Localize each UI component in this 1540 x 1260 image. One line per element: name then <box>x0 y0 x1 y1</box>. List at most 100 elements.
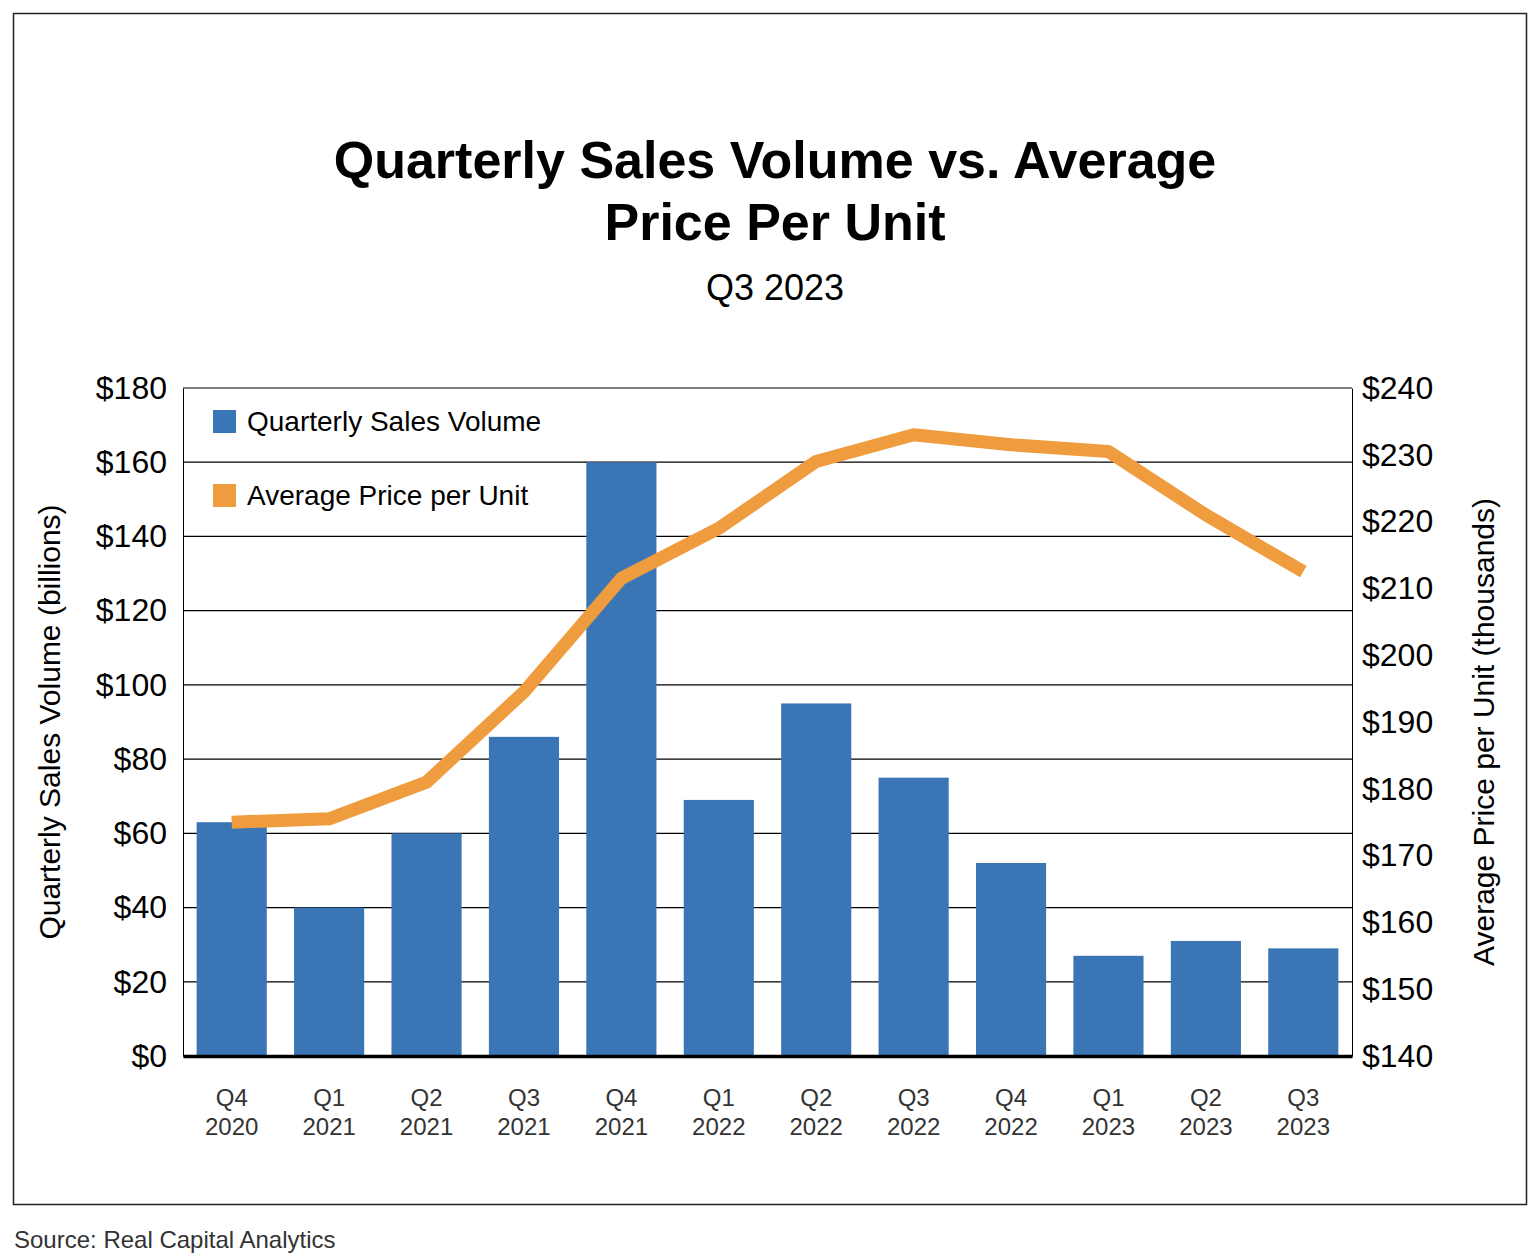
grid <box>183 388 1352 1056</box>
x-tick-label-line: Q1 <box>1092 1084 1124 1111</box>
x-tick-label: Q32021 <box>497 1084 550 1140</box>
y-tick: $40 <box>114 889 183 925</box>
x-tick-label-line: Q3 <box>508 1084 540 1111</box>
x-tick: Q22021 <box>400 1056 453 1140</box>
x-tick-label-line: 2021 <box>595 1113 648 1140</box>
y-tick-label: $0 <box>131 1038 167 1074</box>
y-tick-label: $20 <box>114 964 167 1000</box>
x-tick-label-line: 2022 <box>984 1113 1037 1140</box>
x-tick-label-line: Q4 <box>605 1084 637 1111</box>
y2-tick-label: $240 <box>1362 370 1433 406</box>
x-tick: Q32021 <box>497 1056 550 1140</box>
y-tick: $0 <box>131 1038 183 1074</box>
x-tick-label: Q22022 <box>790 1084 843 1140</box>
x-tick: Q42021 <box>595 1056 648 1140</box>
y-tick: $60 <box>114 815 183 851</box>
y-axis-line <box>183 389 184 1057</box>
x-tick-label-line: Q2 <box>800 1084 832 1111</box>
legend-label: Quarterly Sales Volume <box>247 406 541 437</box>
y-tick-label: $60 <box>114 815 167 851</box>
x-tick-label: Q12023 <box>1082 1084 1135 1140</box>
grid-line <box>183 610 1352 611</box>
x-tick-label-line: Q3 <box>898 1084 930 1111</box>
x-tick: Q12022 <box>692 1056 745 1140</box>
x-tick-label: Q22023 <box>1179 1084 1232 1140</box>
legend-swatch <box>213 484 236 507</box>
x-tick-label-line: Q3 <box>1287 1084 1319 1111</box>
y2-tick-label: $190 <box>1362 704 1433 740</box>
legend-swatch <box>213 410 236 433</box>
x-tick-label: Q42020 <box>205 1084 258 1140</box>
y-tick-label: $100 <box>96 667 167 703</box>
y-tick-label: $180 <box>96 370 167 406</box>
y-tick-label: $40 <box>114 889 167 925</box>
title-line: Quarterly Sales Volume vs. Average <box>334 131 1217 189</box>
y2-tick: $170 <box>1352 837 1433 873</box>
plot-area <box>197 435 1339 1056</box>
y-tick: $120 <box>96 592 183 628</box>
y2-axis: $140$150$160$170$180$190$200$210$220$230… <box>1352 370 1433 1074</box>
x-tick: Q22023 <box>1179 1056 1232 1140</box>
y2-tick-label: $220 <box>1362 503 1433 539</box>
y-axis: $0 $20 $40 $60 $80 $100 $120 $140 $160 $180 <box>96 370 184 1074</box>
bar <box>976 863 1046 1056</box>
x-tick-label-line: 2023 <box>1277 1113 1330 1140</box>
y2-tick: $150 <box>1352 971 1433 1007</box>
bar <box>197 822 267 1056</box>
y2-axis-line <box>1352 389 1353 1057</box>
y2-tick: $230 <box>1352 437 1433 473</box>
y2-tick-label: $180 <box>1362 771 1433 807</box>
x-tick-label-line: 2023 <box>1179 1113 1232 1140</box>
chart: Quarterly Sales Volume vs. AveragePrice … <box>0 0 1540 1260</box>
x-tick-label: Q42021 <box>595 1084 648 1140</box>
bar <box>1171 941 1241 1056</box>
legend-item: Quarterly Sales Volume <box>213 406 541 437</box>
y2-tick: $220 <box>1352 503 1433 539</box>
y2-tick: $180 <box>1352 771 1433 807</box>
x-tick-label: Q12021 <box>302 1084 355 1140</box>
x-tick: Q32023 <box>1277 1056 1330 1140</box>
bar <box>294 908 364 1056</box>
y2-tick: $160 <box>1352 904 1433 940</box>
x-tick: Q12021 <box>302 1056 355 1140</box>
legend: Quarterly Sales Volume Average Price per … <box>213 406 541 511</box>
title: Quarterly Sales Volume vs. AveragePrice … <box>334 131 1217 251</box>
x-tick-label-line: Q1 <box>703 1084 735 1111</box>
y-axis-title: Quarterly Sales Volume (billions) <box>33 504 66 939</box>
grid-line <box>183 1055 1352 1056</box>
y-tick-label: $140 <box>96 518 167 554</box>
subtitle: Q3 2023 <box>706 267 844 308</box>
y-tick: $180 <box>96 370 183 406</box>
x-axis-line <box>184 1055 1353 1059</box>
x-tick-label-line: Q1 <box>313 1084 345 1111</box>
grid-line <box>183 462 1352 463</box>
x-tick: Q22022 <box>790 1056 843 1140</box>
x-tick-label-line: Q4 <box>216 1084 248 1111</box>
grid-line <box>183 759 1352 760</box>
y2-tick-label: $140 <box>1362 1038 1433 1074</box>
x-tick: Q32022 <box>887 1056 940 1140</box>
y2-tick: $210 <box>1352 570 1433 606</box>
y-tick: $140 <box>96 518 183 554</box>
y-tick-label: $160 <box>96 444 167 480</box>
bar <box>1268 948 1338 1056</box>
x-tick-label: Q32022 <box>887 1084 940 1140</box>
y-tick: $80 <box>114 741 183 777</box>
x-axis: Q42020Q12021Q22021Q32021Q42021Q12022Q220… <box>184 1056 1353 1140</box>
bar <box>391 833 461 1056</box>
grid-line <box>183 536 1352 537</box>
y2-tick-label: $160 <box>1362 904 1433 940</box>
x-tick: Q42020 <box>205 1056 258 1140</box>
x-tick-label-line: 2022 <box>887 1113 940 1140</box>
bar <box>684 800 754 1056</box>
y-tick: $160 <box>96 444 183 480</box>
legend-label: Average Price per Unit <box>247 480 528 511</box>
y2-tick-label: $230 <box>1362 437 1433 473</box>
price-line <box>232 435 1304 822</box>
grid-line <box>183 684 1352 685</box>
x-tick-label-line: 2021 <box>497 1113 550 1140</box>
y2-tick: $140 <box>1352 1038 1433 1074</box>
x-tick-label-line: Q4 <box>995 1084 1027 1111</box>
y-tick-label: $120 <box>96 592 167 628</box>
title-line: Price Per Unit <box>604 193 945 251</box>
